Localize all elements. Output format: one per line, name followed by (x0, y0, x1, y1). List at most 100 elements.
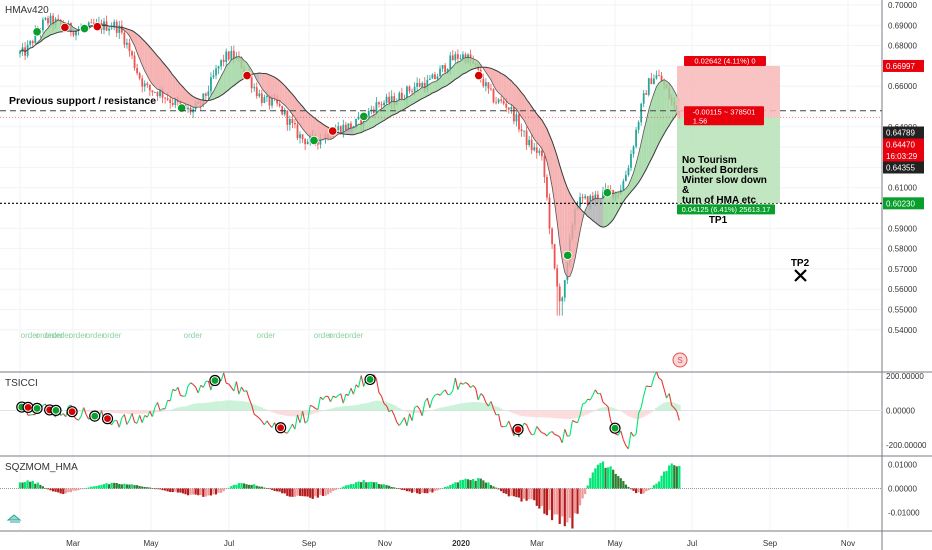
osc-band (672, 402, 676, 411)
hist-bar (260, 486, 263, 489)
hist-bar (675, 466, 678, 489)
hull-band-segment (221, 71, 224, 96)
hist-bar (209, 488, 213, 496)
candle-body (90, 22, 93, 24)
osc-band (334, 407, 337, 411)
candle-body (630, 153, 632, 168)
hist-bar (418, 488, 421, 495)
osc-line-segment (538, 429, 543, 434)
hist-bar (380, 484, 383, 489)
hist-bar (652, 485, 655, 489)
hull-band-segment (195, 97, 199, 108)
osc-marker-dot (514, 426, 522, 433)
osc-line-segment (289, 423, 293, 430)
price-badge (883, 138, 924, 151)
hull-band-segment (529, 102, 532, 135)
signal-dot (79, 23, 90, 34)
hull-band-segment (261, 73, 265, 92)
dividend-event-icon[interactable] (672, 352, 688, 368)
hull-band-segment (188, 92, 191, 106)
candle-body (347, 123, 350, 131)
annotation-text: Winter slow down (682, 175, 767, 186)
osc-band (619, 410, 623, 412)
osc-band (298, 410, 302, 417)
hist-bar (184, 488, 187, 495)
take-profit-zone[interactable] (677, 117, 780, 204)
candle-body (454, 54, 457, 61)
signal-dot (309, 135, 319, 145)
osc-band (568, 410, 572, 420)
hist-bar (151, 488, 154, 489)
hull-band-segment (539, 117, 542, 149)
osc-band (438, 407, 442, 411)
osc-band (476, 402, 480, 411)
hist-bar (405, 488, 409, 492)
osc-line-segment (174, 386, 179, 392)
osc-line-segment (312, 405, 316, 409)
osc-line-segment (330, 395, 334, 402)
order-label: order (257, 331, 276, 340)
osc-band (532, 410, 536, 418)
hist-bar (655, 483, 658, 489)
osc-line-segment (401, 417, 405, 423)
hist-bar (242, 483, 246, 489)
osc-band (89, 410, 93, 412)
osc-band (237, 400, 241, 411)
osc-band (464, 402, 467, 411)
candle-body (128, 42, 131, 52)
hist-bar (436, 488, 439, 491)
osc-line-segment (460, 382, 464, 385)
tsicci-panel[interactable] (0, 371, 882, 450)
hull-band-segment (226, 63, 229, 92)
hist-bar (589, 478, 592, 489)
osc-line-segment (271, 422, 276, 428)
hist-bar (344, 485, 347, 489)
osc-line-segment (226, 382, 229, 385)
candle-body (189, 107, 192, 113)
hist-bar (416, 488, 419, 494)
candle-body (563, 280, 566, 298)
price-axis[interactable]: 0.700000.690000.680000.670000.660000.640… (66, 1, 927, 548)
tp2-marker (794, 269, 807, 282)
osc-band (507, 410, 511, 412)
candle-body (650, 78, 653, 85)
osc-band (380, 400, 383, 411)
osc-band (270, 410, 274, 412)
hull-band-segment (50, 23, 54, 35)
candle-body (133, 55, 136, 69)
osc-line-segment (597, 392, 601, 395)
osc-band (130, 410, 134, 414)
candle-body (146, 83, 149, 86)
candle-body (204, 93, 207, 96)
time-tick-label: May (607, 539, 622, 548)
hull-band-segment (165, 64, 168, 96)
hull-band-segment (142, 38, 145, 71)
osc-band (258, 406, 261, 411)
hist-bar (545, 488, 549, 516)
hull-band-segment (269, 74, 273, 99)
hist-bar (670, 463, 673, 489)
osc-band (555, 410, 559, 419)
hist-bar (220, 488, 223, 493)
hist-bar (497, 488, 500, 490)
sqzmom-panel[interactable] (0, 461, 882, 529)
hull-band-segment (424, 85, 428, 98)
osc-band (242, 401, 246, 411)
osc-line-segment (622, 439, 627, 446)
candle-body (393, 96, 396, 105)
osc-line-segment (531, 433, 535, 436)
hist-bar (645, 488, 648, 492)
hist-bar (464, 478, 467, 489)
candle-body (497, 99, 500, 103)
osc-line-segment (350, 387, 355, 395)
hull-band-segment (434, 80, 438, 92)
candle-body (426, 79, 429, 90)
candle-body (459, 58, 462, 59)
hull-band-segment (218, 76, 222, 98)
hist-bar (85, 487, 88, 489)
osc-line-segment (294, 414, 299, 430)
candle-body (637, 122, 640, 130)
osc-band (441, 407, 444, 411)
hist-bar (334, 488, 337, 491)
